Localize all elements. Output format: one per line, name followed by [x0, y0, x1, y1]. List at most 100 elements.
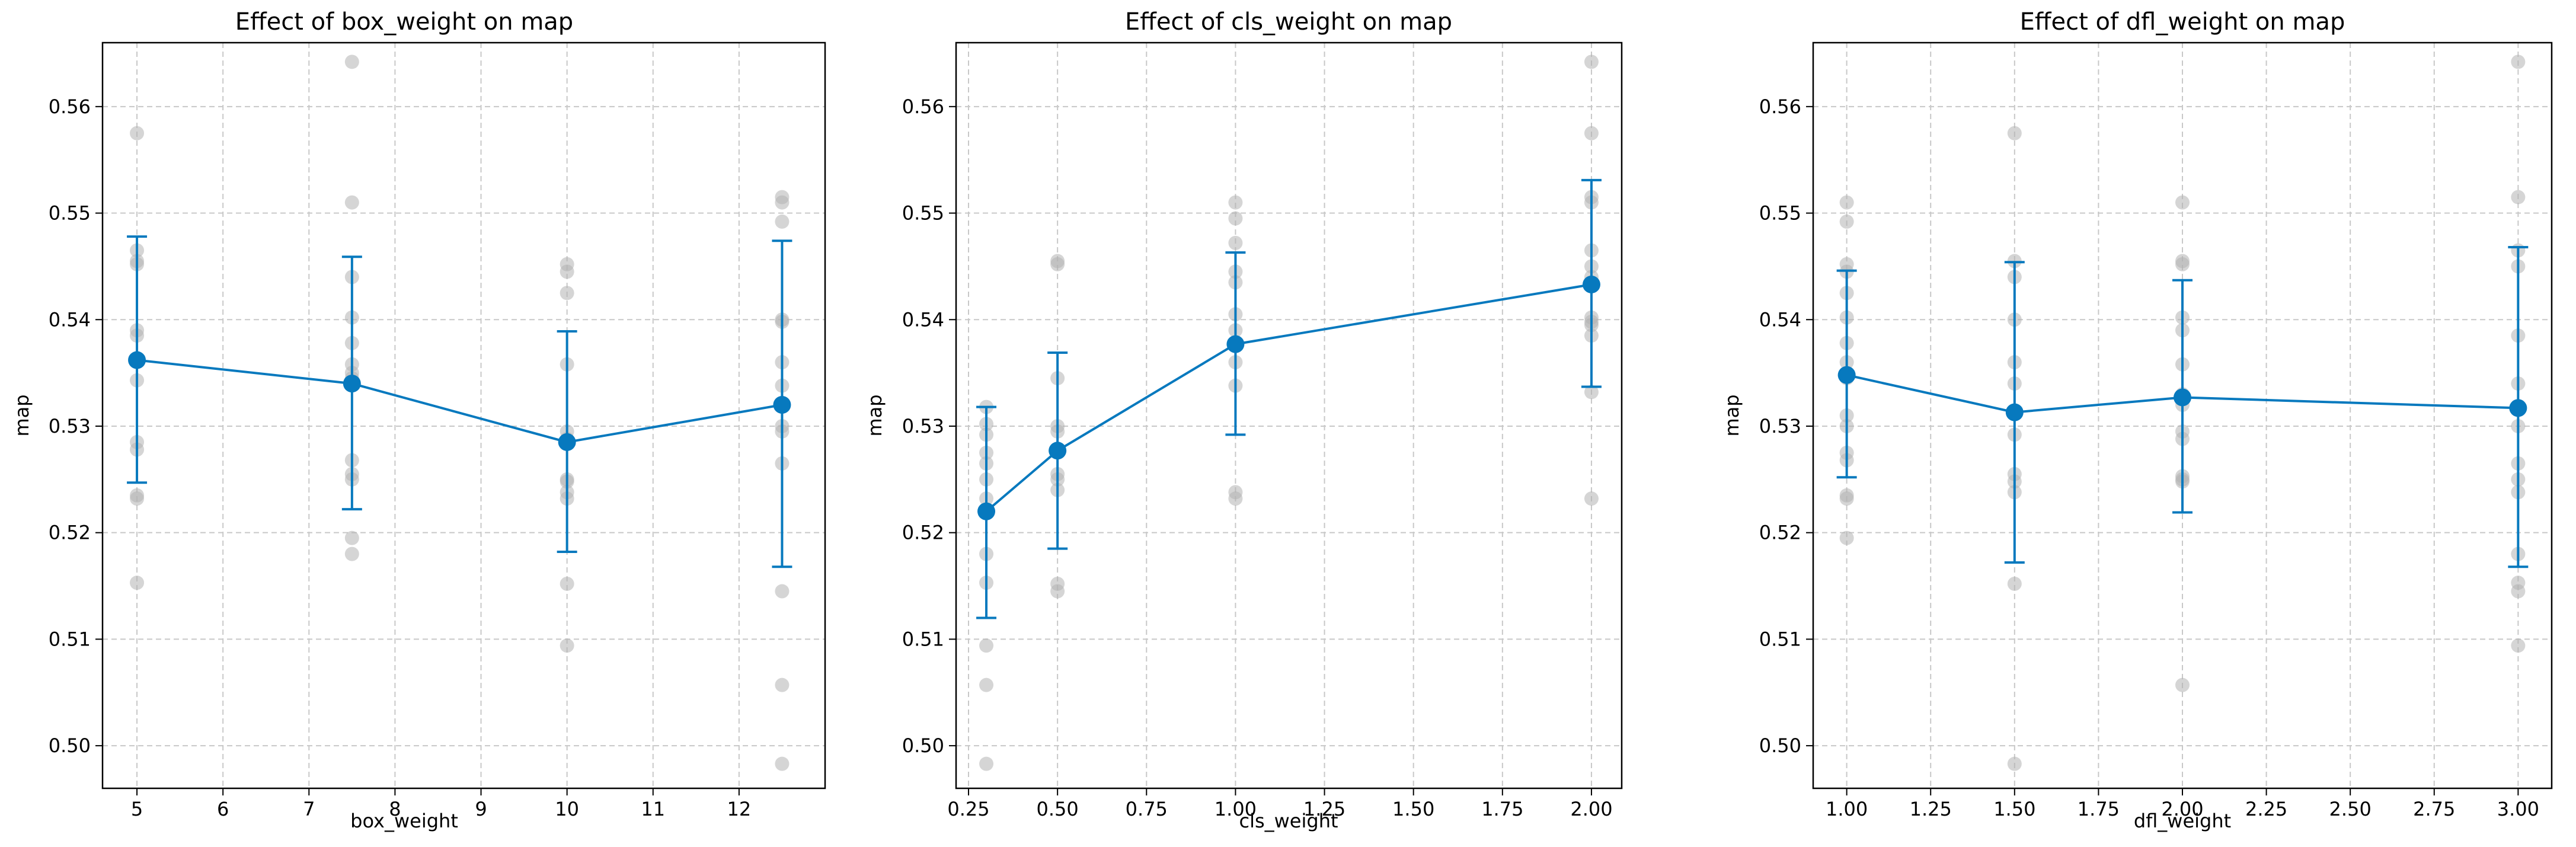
trial-point [2175, 257, 2190, 271]
x-tick-label: 2.75 [2413, 798, 2455, 820]
trial-point [775, 584, 790, 599]
y-tick-label: 0.52 [49, 522, 91, 544]
trial-point [1050, 257, 1065, 271]
y-tick-label: 0.56 [49, 95, 91, 118]
trial-point [2007, 576, 2022, 591]
trial-point [775, 195, 790, 210]
trial-point [2007, 756, 2022, 771]
y-axis-label: map [1721, 394, 1743, 436]
mean-line [136, 359, 782, 443]
plot-area [1813, 43, 2552, 788]
x-tick-label: 6 [217, 798, 229, 820]
x-tick-label: 1.25 [1303, 798, 1345, 820]
y-tick-label: 0.51 [49, 628, 91, 650]
x-tick-label: 1.75 [2078, 798, 2120, 820]
mean-point [343, 375, 361, 393]
axis-ticks: 1.00 1.25 1.50 1.75 2.00 2.25 2.50 2.75 3.00 0.50… [1759, 95, 2539, 820]
axes-frame [955, 41, 1623, 790]
y-tick-label: 0.54 [49, 308, 91, 331]
chart-title: Effect of dfl_weight on map [2020, 8, 2345, 36]
trial-point [979, 677, 994, 692]
y-tick-label: 0.54 [1759, 308, 1801, 331]
mean-point [1837, 366, 1856, 384]
mean-point [1226, 335, 1245, 353]
trial-point [1228, 211, 1243, 226]
trial-point [2175, 195, 2190, 210]
mean-point [128, 351, 146, 369]
mean-point [1582, 275, 1600, 293]
trial-point [1839, 214, 1854, 229]
x-tick-label: 2.50 [2329, 798, 2372, 820]
x-tick-label: 1.50 [1993, 798, 2035, 820]
trial-point [344, 55, 359, 69]
x-axis-label: dfl_weight [2134, 810, 2231, 832]
trial-point [344, 530, 359, 545]
mean-line [985, 283, 1592, 513]
x-tick-label: 2.00 [2161, 798, 2203, 820]
y-tick-label: 0.50 [49, 734, 91, 757]
y-axis-label: map [11, 394, 33, 436]
trial-point [2175, 677, 2190, 692]
x-tick-label: 2.00 [1570, 798, 1612, 820]
x-tick-label: 2.25 [2245, 798, 2287, 820]
mean-line [1846, 373, 2519, 414]
trial-point [560, 576, 574, 591]
trial-point [130, 576, 145, 590]
trial-point [1584, 55, 1599, 69]
y-axis-label: map [864, 394, 886, 436]
y-tick-label: 0.53 [49, 415, 91, 437]
trial-point [1228, 235, 1243, 250]
trial-point [560, 286, 574, 301]
x-tick-label: 0.25 [947, 798, 989, 820]
y-tick-label: 0.51 [902, 628, 944, 650]
trial-point [130, 491, 145, 506]
y-tick-label: 0.53 [1759, 415, 1801, 437]
axis-ticks: 0.25 0.50 0.75 1.00 1.25 1.50 1.75 2.00 0.50 0.51… [902, 95, 1613, 820]
trial-point [344, 195, 359, 210]
trial-point [560, 264, 574, 279]
x-tick-label: 1.75 [1481, 798, 1523, 820]
y-tick-label: 0.55 [902, 202, 944, 225]
x-axis-label: box_weight [350, 810, 458, 832]
trial-point [1584, 491, 1599, 506]
y-tick-label: 0.56 [1759, 95, 1801, 118]
x-tick-label: 1.25 [1910, 798, 1952, 820]
mean-point [977, 502, 996, 520]
y-tick-label: 0.56 [902, 95, 944, 118]
trial-point [775, 677, 790, 692]
trial-point [979, 756, 994, 771]
subplot-cls-weight: Effect of cls_weight on map 0.25 0.50 0.75… [864, 8, 1623, 832]
y-tick-label: 0.54 [902, 308, 944, 331]
mean-point [773, 396, 791, 414]
mean-point [2509, 399, 2527, 417]
trial-point [130, 126, 145, 140]
trial-point [2511, 638, 2526, 653]
axes-frame [101, 41, 826, 790]
mean-point [558, 433, 576, 451]
trial-point [1839, 491, 1854, 506]
mean-point [2005, 403, 2024, 421]
trial-point [1584, 126, 1599, 140]
x-tick-label: 1.50 [1392, 798, 1434, 820]
x-tick-label: 8 [389, 798, 401, 820]
subplot-box-weight: Effect of box_weight on map 5 6 7 8 9 10 11 12 0… [11, 8, 826, 832]
y-tick-label: 0.55 [1759, 202, 1801, 225]
x-tick-label: 11 [641, 798, 665, 820]
chart-title: Effect of box_weight on map [235, 8, 573, 36]
x-tick-label: 5 [131, 798, 143, 820]
trial-point [775, 214, 790, 229]
trial-point [344, 546, 359, 561]
x-tick-label: 3.00 [2497, 798, 2539, 820]
x-tick-label: 0.50 [1037, 798, 1079, 820]
y-tick-label: 0.52 [902, 522, 944, 544]
y-tick-label: 0.53 [902, 415, 944, 437]
trial-point [2511, 190, 2526, 204]
trial-point [1839, 195, 1854, 210]
y-tick-label: 0.50 [902, 734, 944, 757]
trial-point [2007, 126, 2022, 140]
x-tick-label: 12 [727, 798, 752, 820]
trial-point [2511, 584, 2526, 599]
x-axis-label: cls_weight [1239, 810, 1338, 832]
